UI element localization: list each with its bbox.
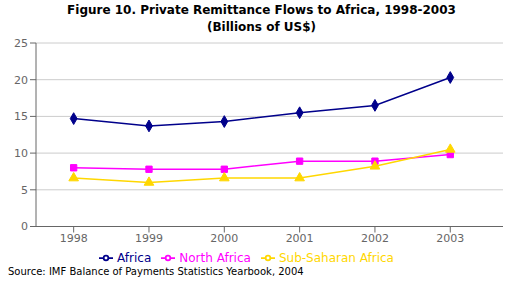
html-text:Figure 10. Private Remittance: Figure 10. Private Remittance Flows to A… (67, 3, 456, 17)
html-text:(Billions of US$): (Billions of US$) (207, 20, 316, 34)
svg-text:1999: 1999 (135, 232, 163, 245)
svg-text:15: 15 (14, 110, 28, 123)
svg-text:10: 10 (14, 147, 28, 160)
svg-text:0: 0 (21, 220, 28, 233)
html-text:Africa: Africa (117, 250, 152, 265)
svg-text:20: 20 (14, 74, 28, 87)
html-text:Source: IMF Balance of Payment: Source: IMF Balance of Payments Statisti… (8, 266, 304, 277)
svg-text:2003: 2003 (436, 232, 464, 245)
html-text:Sub-Saharan Africa: Sub-Saharan Africa (278, 250, 394, 265)
svg-text:2001: 2001 (286, 232, 314, 245)
svg-text:25: 25 (14, 38, 28, 50)
html-text:North Africa: North Africa (179, 250, 251, 265)
svg-text:2002: 2002 (361, 232, 389, 245)
svg-text:5: 5 (21, 184, 28, 197)
svg-text:1998: 1998 (60, 232, 88, 245)
svg-text:2000: 2000 (210, 232, 238, 245)
